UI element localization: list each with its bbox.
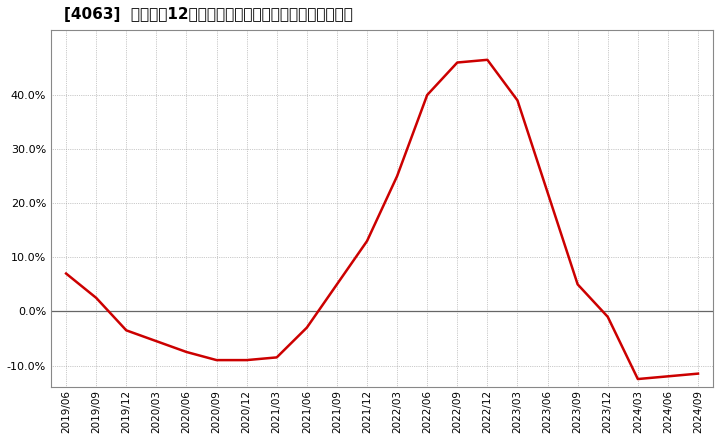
Text: [4063]  売上高の12か月移動合計の対前年同期増減率の推移: [4063] 売上高の12か月移動合計の対前年同期増減率の推移 [64, 7, 354, 22]
